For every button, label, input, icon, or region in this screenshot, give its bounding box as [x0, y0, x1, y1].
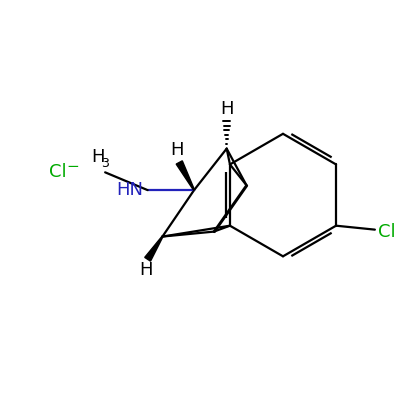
- Text: H: H: [170, 140, 184, 158]
- Polygon shape: [145, 236, 163, 261]
- Text: Cl: Cl: [49, 163, 66, 181]
- Text: −: −: [67, 159, 79, 174]
- Text: H: H: [91, 148, 105, 166]
- Polygon shape: [176, 161, 194, 190]
- Text: H: H: [220, 100, 234, 118]
- Text: 3: 3: [101, 157, 109, 170]
- Text: H: H: [139, 261, 152, 279]
- Text: HN: HN: [117, 181, 144, 199]
- Text: Cl: Cl: [378, 223, 396, 241]
